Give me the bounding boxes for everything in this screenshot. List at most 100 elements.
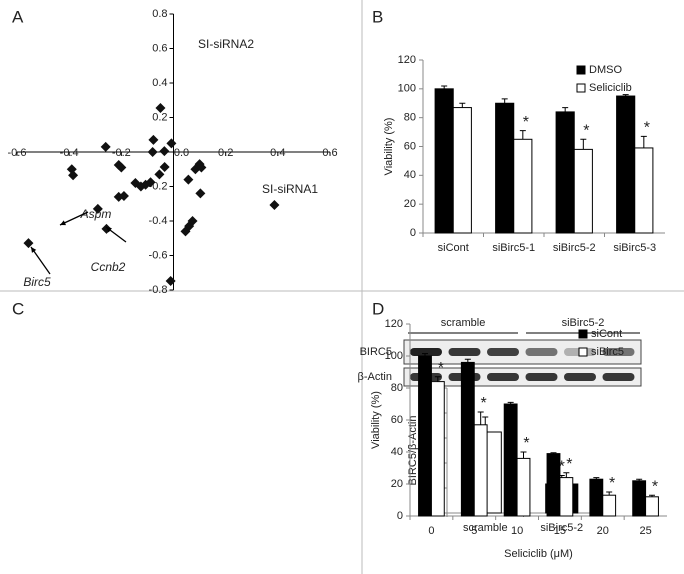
x-tick-label: siBirc5-3	[613, 242, 656, 254]
blot-band	[487, 373, 519, 381]
bar	[559, 477, 574, 517]
bar	[473, 424, 488, 517]
y-axis-label: Viability (%)	[383, 118, 395, 176]
y-tick-label: 40	[391, 446, 403, 458]
point	[68, 170, 79, 181]
y-tick-label: -0.4	[149, 215, 168, 227]
blot-band	[602, 373, 635, 381]
x-tick-label: siCont	[438, 242, 469, 254]
error-bar	[477, 411, 484, 425]
blot-band	[410, 348, 442, 356]
blot-group: siBirc5-2	[562, 317, 605, 329]
y-tick-label: 0.8	[152, 8, 167, 20]
x-tick-label: -0.2	[112, 147, 131, 159]
x-tick-label: 10	[511, 525, 523, 537]
legend-swatch	[578, 329, 588, 339]
x-tick-label: 0.0	[174, 147, 189, 159]
point	[159, 146, 170, 157]
point	[269, 199, 280, 210]
arrow	[30, 246, 51, 275]
error-bar	[640, 135, 647, 148]
bar	[460, 361, 475, 517]
bar	[616, 95, 636, 234]
x-tick-label: 0	[428, 525, 434, 537]
error-bar	[434, 376, 441, 382]
error-bar	[606, 491, 613, 496]
y-tick-label: 60	[404, 140, 416, 152]
y-tick-label: 0.6	[152, 42, 167, 54]
blot-band	[448, 348, 481, 356]
y-tick-label: 0	[410, 227, 416, 239]
y-tick-label: 100	[398, 83, 416, 95]
blot-band	[564, 373, 596, 381]
point	[155, 103, 166, 114]
point	[92, 203, 103, 214]
legend-swatch	[576, 65, 586, 75]
x-tick-label: 20	[597, 525, 609, 537]
bar	[602, 494, 617, 517]
y-axis-label: BIRC5/β-Actin	[407, 416, 419, 486]
error-bar	[622, 94, 629, 97]
point	[154, 169, 165, 180]
legend-label: Seliciclib	[589, 82, 632, 94]
y-tick-label: 0.4	[152, 77, 167, 89]
point	[183, 174, 194, 185]
error-bar	[421, 353, 428, 356]
point	[23, 238, 34, 249]
point	[135, 181, 146, 192]
significance: *	[523, 435, 529, 452]
error-bar	[562, 107, 569, 112]
legend-label: siCont	[591, 328, 622, 340]
bar	[546, 453, 561, 517]
y-tick-label: 80	[391, 382, 403, 394]
legend-swatch	[576, 83, 586, 93]
arrow-head	[60, 220, 66, 226]
point	[147, 147, 158, 157]
y-tick-label: 120	[385, 318, 403, 330]
x-tick-label: 15	[554, 525, 566, 537]
significance: *	[609, 475, 615, 492]
blot-band	[487, 348, 519, 356]
panel-label: D	[372, 299, 384, 318]
error-bar	[580, 138, 587, 150]
error-bar	[507, 401, 514, 404]
x-axis-label: SI-siRNA1	[262, 182, 318, 196]
point	[165, 276, 176, 287]
error-bar	[459, 102, 466, 108]
bar	[589, 478, 604, 517]
point	[100, 141, 111, 152]
arrow-head	[31, 247, 37, 253]
error-bar	[501, 98, 508, 104]
error-bar	[649, 494, 656, 497]
bar	[634, 147, 654, 234]
y-tick-label: 20	[391, 478, 403, 490]
blot-band	[525, 348, 558, 356]
x-tick-label: 25	[639, 525, 651, 537]
bar	[418, 355, 432, 517]
annotation: Birc5	[23, 275, 51, 289]
y-tick-label: -0.6	[149, 249, 168, 261]
point	[195, 188, 206, 199]
y-tick-label: 20	[404, 198, 416, 210]
point	[196, 162, 207, 173]
y-tick-label: 80	[404, 112, 416, 124]
point	[166, 138, 177, 149]
panel-label: B	[372, 7, 383, 26]
x-axis-label: Seliciclib (μM)	[504, 548, 573, 560]
legend-swatch	[578, 347, 588, 357]
bar	[513, 138, 533, 234]
y-tick-label: 120	[398, 54, 416, 66]
bar	[452, 107, 472, 234]
error-bar	[441, 85, 448, 89]
y-axis-label: Viability (%)	[370, 391, 382, 449]
annotation: Aspm	[80, 207, 112, 221]
error-bar	[593, 477, 600, 480]
x-tick-label: siBirc5-2	[553, 242, 596, 254]
bar	[573, 148, 593, 234]
y-tick-label: 40	[404, 169, 416, 181]
blot-band	[525, 373, 558, 381]
error-bar	[519, 130, 526, 140]
bar	[645, 496, 659, 517]
legend-label: DMSO	[589, 64, 622, 76]
